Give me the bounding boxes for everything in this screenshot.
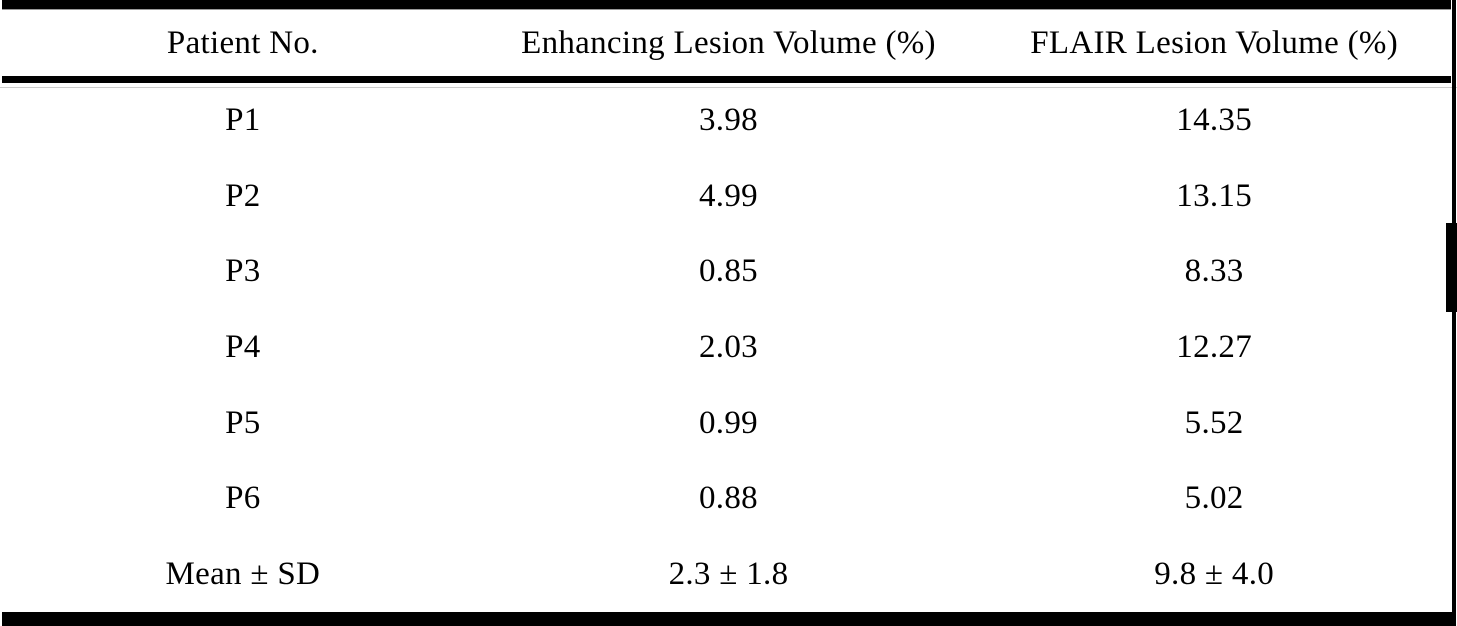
enhancing-cell: 0.99	[699, 404, 758, 441]
flair-cell: 8.33	[1184, 253, 1244, 290]
table-row: P1 3.98 14.35	[0, 83, 1457, 159]
table-bottom-rule	[2, 612, 1453, 626]
enhancing-cell: 4.99	[699, 177, 758, 214]
flair-cell: 5.02	[1184, 480, 1244, 517]
table-row: P2 4.99 13.15	[0, 159, 1457, 235]
patient-cell: P4	[225, 329, 261, 366]
table-top-rule	[2, 0, 1451, 10]
flair-cell: 13.15	[1176, 177, 1253, 214]
patient-cell: Mean ± SD	[165, 555, 321, 592]
patient-cell: P3	[225, 253, 261, 290]
flair-cell: 12.27	[1176, 329, 1253, 366]
enhancing-cell: 0.88	[699, 480, 758, 517]
table-header-rule	[2, 76, 1451, 83]
table-row: P4 2.03 12.27	[0, 310, 1457, 386]
flair-cell: 14.35	[1176, 102, 1253, 139]
table-row-mean-sd: Mean ± SD 2.3 ± 1.8 9.8 ± 4.0	[0, 536, 1457, 612]
enhancing-cell: 3.98	[699, 102, 758, 139]
enhancing-cell: 2.3 ± 1.8	[668, 555, 789, 592]
patient-cell: P1	[225, 102, 261, 139]
column-header-enhancing: Enhancing Lesion Volume (%)	[521, 24, 936, 61]
column-header-patient: Patient No.	[166, 24, 319, 61]
table-row: P6 0.88 5.02	[0, 461, 1457, 537]
column-header-flair: FLAIR Lesion Volume (%)	[1030, 24, 1399, 61]
enhancing-cell: 2.03	[699, 329, 758, 366]
flair-cell: 9.8 ± 4.0	[1154, 555, 1275, 592]
table-body: P1 3.98 14.35 P2 4.99 13.15 P3 0.85 8.33…	[0, 83, 1457, 612]
scan-artifact-right-edge-line	[1452, 0, 1456, 626]
flair-cell: 5.52	[1184, 404, 1244, 441]
patient-cell: P5	[225, 404, 261, 441]
enhancing-cell: 0.85	[699, 253, 758, 290]
table-header-rule-shadow	[0, 87, 1457, 88]
patient-cell: P6	[225, 480, 261, 517]
table-row: P5 0.99 5.52	[0, 385, 1457, 461]
table-header-row: Patient No. Enhancing Lesion Volume (%) …	[0, 10, 1457, 76]
scan-artifact-right-edge-blob	[1446, 223, 1457, 312]
patient-cell: P2	[225, 177, 261, 214]
table-row: P3 0.85 8.33	[0, 234, 1457, 310]
